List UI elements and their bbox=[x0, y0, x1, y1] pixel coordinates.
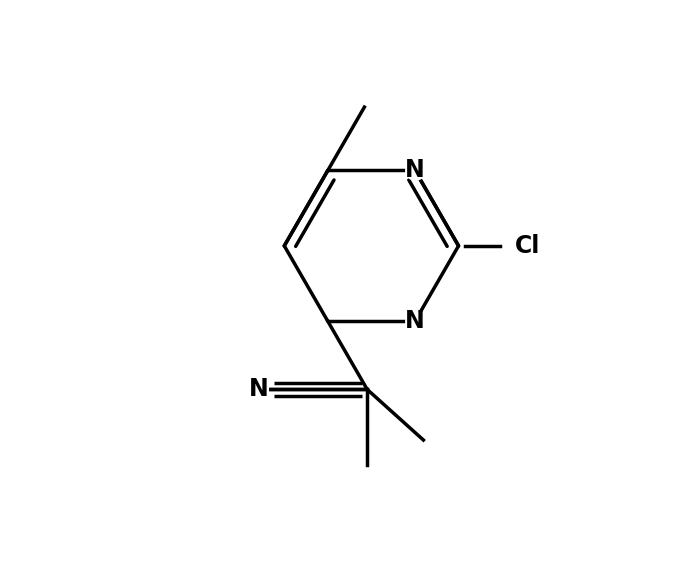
Text: N: N bbox=[249, 377, 268, 401]
Text: Cl: Cl bbox=[515, 234, 540, 258]
Text: N: N bbox=[405, 309, 425, 334]
Text: N: N bbox=[405, 158, 425, 183]
